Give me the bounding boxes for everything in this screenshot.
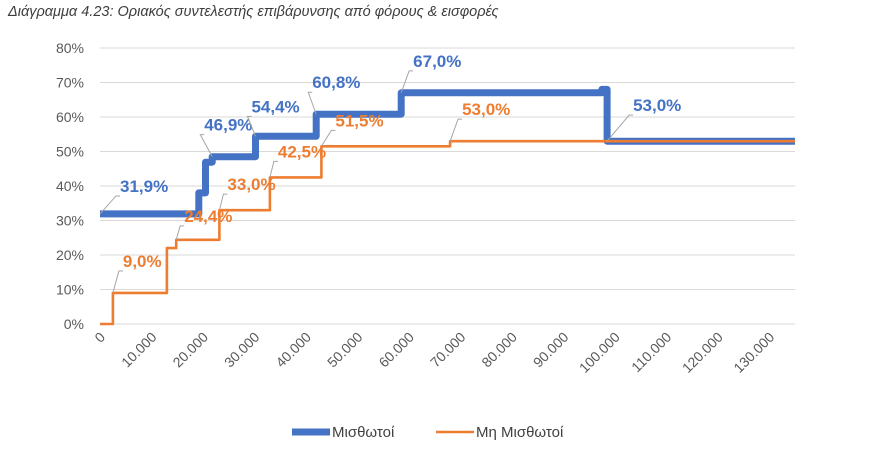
x-tick-label: 20.000 xyxy=(169,329,211,371)
x-tick-label: 30.000 xyxy=(221,329,263,371)
x-tick-label: 80.000 xyxy=(478,329,520,371)
leader-line xyxy=(307,91,317,115)
y-tick-label: 40% xyxy=(56,178,84,194)
data-label: 67,0% xyxy=(413,52,461,71)
x-tick-label: 130.000 xyxy=(730,329,777,376)
data-label: 54,4% xyxy=(251,97,299,116)
leader-line xyxy=(320,129,336,147)
x-tick-label: 120.000 xyxy=(679,329,726,376)
data-label: 53,0% xyxy=(462,100,510,119)
leader-line xyxy=(606,114,634,142)
x-tick-label: 60.000 xyxy=(375,329,417,371)
y-axis-ticks: 0% 10% 20% 30% 40% 50% 60% 70% 80% xyxy=(56,40,84,332)
legend-label-mi-misthotoi: Μη Μισθωτοί xyxy=(476,424,564,441)
x-tick-label: 10.000 xyxy=(118,329,160,371)
x-tick-label: 90.000 xyxy=(530,329,572,371)
x-tick-label: 100.000 xyxy=(576,329,623,376)
series-line-misthotoi xyxy=(100,85,795,218)
data-label: 9,0% xyxy=(123,252,162,271)
y-tick-label: 20% xyxy=(56,247,84,263)
data-label: 60,8% xyxy=(312,73,360,92)
leader-line xyxy=(400,70,414,94)
y-tick-label: 30% xyxy=(56,213,84,229)
series-line-mi-misthotoi xyxy=(100,139,795,326)
x-tick-label: 50.000 xyxy=(324,329,366,371)
series-lines xyxy=(100,85,795,326)
data-label: 51,5% xyxy=(335,111,383,130)
leader-line xyxy=(199,134,213,157)
y-tick-label: 50% xyxy=(56,144,84,160)
y-tick-label: 10% xyxy=(56,282,84,298)
y-tick-label: 0% xyxy=(64,316,84,332)
leader-line xyxy=(112,270,123,294)
chart-title: Διάγραμμα 4.23: Οριακός συντελεστής επιβ… xyxy=(8,4,499,20)
leader-line xyxy=(269,160,278,178)
leader-line xyxy=(218,193,228,211)
x-tick-label: 0 xyxy=(91,329,108,346)
data-label: 53,0% xyxy=(633,96,681,115)
y-tick-label: 70% xyxy=(56,75,84,91)
leader-line xyxy=(246,115,256,137)
leader-line xyxy=(99,195,120,215)
data-label: 42,5% xyxy=(278,142,326,161)
x-tick-label: 110.000 xyxy=(628,329,675,376)
x-axis-ticks: 0 10.000 20.000 30.000 40.000 50.000 60.000 70.… xyxy=(91,329,777,376)
gridlines xyxy=(100,47,795,325)
data-label: 31,9% xyxy=(120,177,168,196)
y-tick-label: 60% xyxy=(56,109,84,125)
legend: Μισθωτοί Μη Μισθωτοί xyxy=(292,424,564,441)
leader-line xyxy=(449,118,463,142)
data-label: 46,9% xyxy=(204,116,252,135)
data-label: 33,0% xyxy=(227,175,275,194)
x-tick-label: 40.000 xyxy=(272,329,314,371)
y-tick-label: 80% xyxy=(56,40,84,56)
leader-line xyxy=(175,225,185,240)
legend-label-misthotoi: Μισθωτοί xyxy=(332,424,395,441)
data-label: 24,4% xyxy=(184,207,232,226)
data-labels: 31,9% 46,9%54,4% 60,8% 67,0% 53,0% 9,0% 24,4% 3… xyxy=(99,52,681,294)
x-tick-label: 70.000 xyxy=(427,329,469,371)
